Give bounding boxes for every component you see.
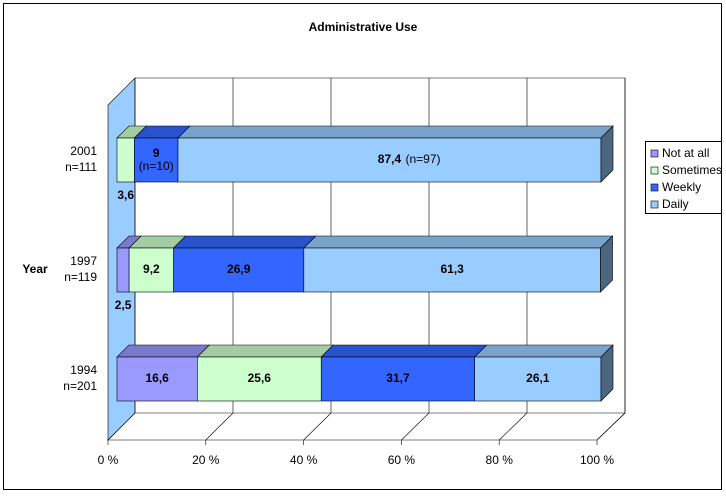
x-tick-label: 80 % xyxy=(486,453,514,467)
data-label: 9 xyxy=(153,146,160,160)
legend-swatch xyxy=(650,183,659,192)
grid-line xyxy=(107,412,136,441)
bar xyxy=(474,356,602,402)
legend-swatch xyxy=(650,149,659,158)
legend-label: Sometimes xyxy=(662,163,722,177)
data-label: 26,9 xyxy=(227,262,251,276)
legend-label: Not at all xyxy=(662,146,709,160)
bar-segment xyxy=(116,235,142,293)
bar-top xyxy=(172,235,317,249)
data-label: 87,4 xyxy=(378,152,402,166)
grid-line xyxy=(303,412,332,441)
bar-top xyxy=(116,344,211,358)
data-note: (n=10) xyxy=(139,159,174,173)
bar xyxy=(134,137,179,183)
bar xyxy=(116,137,135,183)
data-label: 2,5 xyxy=(115,298,132,312)
legend-swatch xyxy=(650,166,659,175)
x-tick-label: 100 % xyxy=(580,453,614,467)
x-tick-label: 60 % xyxy=(388,453,416,467)
bar-side xyxy=(600,125,614,183)
bar-segment xyxy=(116,125,148,183)
bar-top xyxy=(320,344,488,358)
category-sublabel: n=119 xyxy=(64,270,97,284)
bar-side xyxy=(600,344,614,402)
bar-segment xyxy=(177,125,614,183)
bar-segment xyxy=(320,344,488,402)
x-tick-label: 0 % xyxy=(98,453,119,467)
data-label: 31,7 xyxy=(386,371,410,385)
grid-line xyxy=(498,412,528,441)
bar xyxy=(173,247,305,293)
bar xyxy=(116,356,198,402)
chart-title: Administrative Use xyxy=(309,20,418,34)
data-label: 25,6 xyxy=(248,371,272,385)
bar-top xyxy=(473,344,614,358)
data-label: 16,6 xyxy=(145,371,169,385)
category-sublabel: n=201 xyxy=(63,379,97,393)
bar xyxy=(177,137,602,183)
bar xyxy=(303,247,601,293)
bar-segment xyxy=(303,235,614,293)
data-note: (n=97) xyxy=(405,152,440,166)
bar-segment xyxy=(473,344,614,402)
bar-segment xyxy=(133,125,191,183)
bar xyxy=(320,356,475,402)
bar-top xyxy=(177,125,614,139)
bar-segment xyxy=(116,344,211,402)
grid-line xyxy=(596,412,626,441)
bar-segment xyxy=(172,235,317,293)
bar-top xyxy=(196,344,334,358)
bar xyxy=(116,247,130,293)
category-label: 1997 xyxy=(70,254,97,268)
legend-swatch xyxy=(650,200,659,209)
bar-top xyxy=(303,235,614,249)
data-label: 26,1 xyxy=(526,371,550,385)
y-axis-label: Year xyxy=(22,262,48,276)
data-label: 3,6 xyxy=(117,188,134,202)
category-sublabel: n=111 xyxy=(65,160,97,174)
legend-label: Daily xyxy=(662,197,689,211)
category-label: 2001 xyxy=(70,144,97,158)
bar-side xyxy=(600,235,613,293)
category-label: 1994 xyxy=(70,363,97,377)
grid-line xyxy=(401,412,430,441)
data-label: 9,2 xyxy=(143,262,160,276)
legend-label: Weekly xyxy=(662,180,701,194)
x-tick-label: 40 % xyxy=(290,453,318,467)
x-tick-label: 20 % xyxy=(192,453,220,467)
grid-line xyxy=(205,412,234,441)
data-label: 61,3 xyxy=(440,262,464,276)
